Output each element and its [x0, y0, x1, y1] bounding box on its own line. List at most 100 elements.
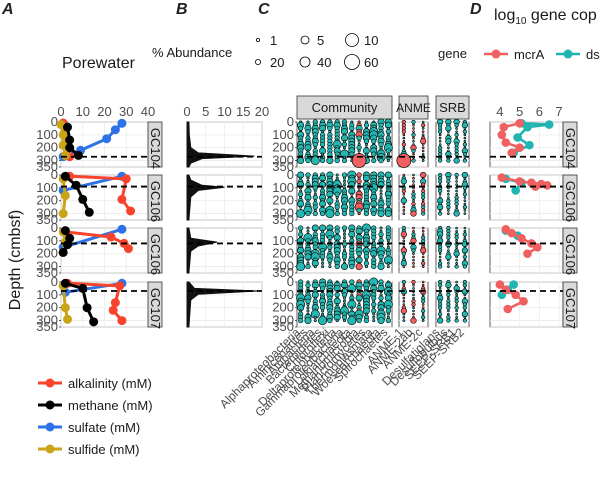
panel-a-facet-strip: [147, 227, 163, 274]
panel-c-abundance-point: [340, 263, 348, 271]
panel-d-mcrA-point: [523, 249, 532, 259]
panel-c-abundance-point: [438, 179, 443, 184]
panel-c-abundance-point: [454, 299, 459, 304]
panel-c-y-tick: 100: [272, 233, 294, 248]
panel-label-b: B: [176, 1, 188, 18]
panel-c-abundance-point: [411, 158, 416, 163]
panel-c-abundance-point: [463, 202, 467, 206]
panel-c-abundance-point: [454, 305, 459, 310]
panel-c-abundance-point: [421, 319, 425, 322]
panel-c-abundance-point: [421, 280, 425, 284]
panel-c-abundance-point: [421, 306, 425, 310]
panel-a-y-tick: 200: [36, 246, 58, 261]
panel-c-abundance-point: [401, 279, 406, 285]
panel-c-abundance-point: [463, 229, 467, 233]
panel-c-abundance-point: [412, 127, 415, 130]
panel-c-abundance-point: [411, 248, 416, 253]
panel-c-abundance-point: [421, 211, 426, 216]
panel-c-abundance-point: [411, 148, 416, 154]
panel-c-abundance-point: [412, 229, 415, 233]
panel-d-dsr-point: [509, 280, 518, 289]
panel-c-abundance-point: [341, 225, 348, 231]
panel-c-abundance-point: [447, 146, 450, 150]
panel-c-abundance-point: [438, 183, 442, 186]
panel-c-abundance-point: [334, 210, 340, 217]
panel-c-abundance-point: [438, 252, 442, 256]
panel-c-abundance-point: [357, 139, 361, 143]
panel-a-y-tick: 0: [51, 274, 58, 289]
legend-alkalinity-label: alkalinity (mM): [68, 376, 152, 391]
panel-c-abundance-point: [421, 127, 425, 130]
panel-c-abundance-point: [335, 196, 339, 200]
legend-methane-label: methane (mM): [68, 398, 153, 413]
panel-c-large-point: [351, 153, 367, 168]
panel-c-abundance-point: [402, 192, 406, 196]
panel-c-abundance-point: [462, 192, 467, 197]
panel-a-sulfate-point: [117, 118, 127, 128]
panel-c-abundance-point: [312, 204, 318, 210]
size-legend-label: 40: [317, 55, 331, 70]
panel-c-abundance-point: [438, 139, 442, 143]
panel-c-abundance-point: [411, 132, 416, 137]
panel-c-abundance-point: [386, 159, 390, 163]
panel-c-abundance-point: [385, 129, 391, 135]
panel-c-y-tick: 0: [287, 167, 294, 182]
panel-a-y-tick: 100: [36, 233, 58, 248]
panel-a-methane-point: [78, 194, 88, 204]
panel-a-y-tick: 0: [51, 220, 58, 235]
panel-c-abundance-point: [402, 239, 406, 243]
panel-c-abundance-point: [453, 210, 460, 217]
panel-c-abundance-point: [386, 239, 390, 243]
panel-a-methane-point: [63, 240, 73, 250]
panel-c-abundance-point: [463, 139, 467, 143]
panel-c-abundance-point: [421, 120, 425, 124]
panel-c-abundance-point: [385, 148, 391, 154]
panel-d-dsr-point: [511, 186, 520, 195]
panel-c-group-label: ANME: [396, 101, 431, 115]
panel-c-abundance-point: [385, 308, 391, 314]
panel-c-group-strip: [435, 95, 470, 120]
panel-c-abundance-point: [312, 244, 318, 250]
panel-c-abundance-point: [402, 183, 406, 186]
panel-c-abundance-point: [421, 159, 425, 162]
panel-c-abundance-point: [438, 283, 443, 288]
panel-c-abundance-point: [454, 152, 459, 157]
panel-c-abundance-point: [438, 255, 442, 259]
panel-c-abundance-point: [412, 139, 415, 143]
panel-c-abundance-point: [342, 183, 346, 187]
panel-c-abundance-point: [447, 209, 450, 212]
panel-c-abundance-point: [371, 301, 377, 308]
panel-c-abundance-point: [446, 292, 451, 297]
panel-c-abundance-point: [334, 157, 340, 164]
panel-c-abundance-point: [446, 158, 451, 163]
panel-c-abundance-point: [421, 195, 426, 200]
panel-c-abundance-point: [421, 283, 425, 287]
panel-b-x-tick: 20: [255, 104, 269, 119]
panel-c-abundance-point: [462, 318, 467, 323]
panel-c-abundance-point: [412, 199, 415, 203]
panel-c-abundance-point: [412, 258, 415, 262]
panel-c-abundance-point: [402, 299, 406, 303]
panel-c-abundance-point: [304, 317, 312, 325]
panel-c-group-strip: [296, 95, 393, 120]
panel-c-abundance-point: [421, 303, 425, 306]
panel-a-methane-point: [60, 171, 70, 181]
panel-d-dsr-point: [525, 140, 534, 150]
panel-c-abundance-point: [438, 258, 442, 262]
panel-a-y-tick: 200: [36, 193, 58, 208]
panel-c-abundance-point: [462, 142, 467, 147]
panel-d-mcrA-point: [499, 122, 509, 132]
panel-c-abundance-point: [412, 136, 415, 140]
panel-c-abundance-point: [438, 312, 443, 317]
panel-a-y-tick: 0: [51, 167, 58, 182]
panel-c-abundance-point: [377, 210, 385, 218]
panel-c-abundance-point: [412, 130, 415, 133]
panel-c-abundance-point: [438, 264, 443, 269]
panel-c-abundance-point: [438, 309, 442, 313]
panel-c-abundance-point: [312, 185, 318, 191]
panel-c-abundance-point: [342, 258, 346, 262]
panel-c-abundance-point: [341, 314, 348, 320]
panel-c-abundance-point: [402, 236, 406, 239]
panel-c-abundance-point: [463, 226, 467, 230]
panel-c-abundance-point: [312, 194, 318, 201]
